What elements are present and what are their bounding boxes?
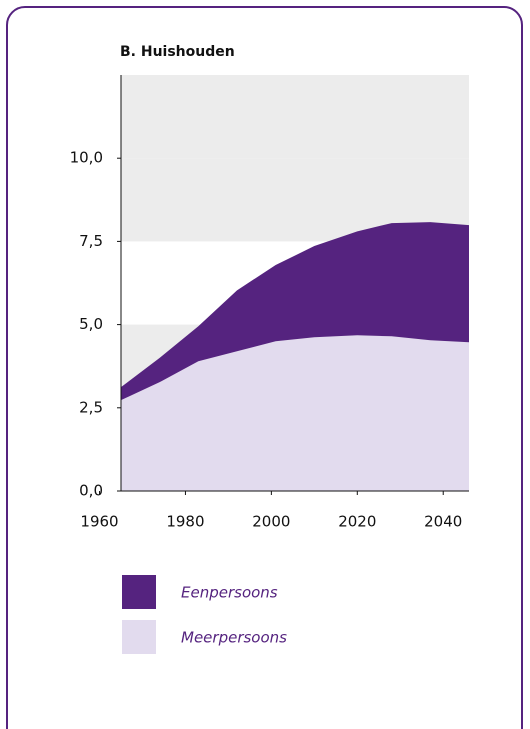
- y-tick-label: 7,5: [79, 232, 103, 250]
- legend-label: Meerpersoons: [181, 629, 287, 647]
- frame: [6, 6, 523, 729]
- y-tick-label: 0,0: [79, 482, 103, 500]
- x-tick-label: 2020: [338, 513, 376, 531]
- area: [121, 335, 469, 491]
- legend-label: Eenpersoons: [181, 584, 278, 602]
- chart-title: B. Huishouden: [120, 44, 235, 60]
- y-tick-label: 2,5: [79, 398, 103, 416]
- legend-swatch: [122, 620, 156, 654]
- legend-swatch: [122, 575, 156, 609]
- area: [121, 222, 469, 401]
- y-tick-label: 5,0: [79, 315, 103, 333]
- x-tick-label: 1980: [166, 513, 204, 531]
- y-tick-label: 10,0: [70, 149, 103, 167]
- grid-band: [121, 75, 469, 159]
- x-tick-label: 2000: [252, 513, 290, 531]
- x-tick-label: 2040: [424, 513, 462, 531]
- x-tick-label: 1960: [80, 513, 118, 531]
